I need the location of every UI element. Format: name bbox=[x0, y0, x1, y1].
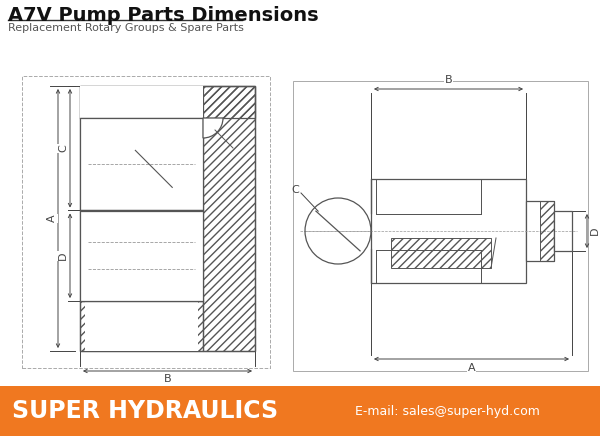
Bar bbox=[22, 76, 270, 368]
Text: C: C bbox=[58, 144, 68, 152]
Text: D: D bbox=[590, 227, 600, 235]
Bar bbox=[80, 211, 203, 301]
Bar bbox=[85, 301, 198, 351]
Text: C: C bbox=[291, 185, 299, 195]
Bar bbox=[203, 86, 255, 351]
Text: A: A bbox=[47, 215, 57, 222]
Text: A7V Pump Parts Dimensions: A7V Pump Parts Dimensions bbox=[8, 6, 319, 25]
Bar bbox=[293, 81, 588, 371]
Wedge shape bbox=[203, 118, 223, 138]
Bar bbox=[80, 86, 203, 118]
Text: D: D bbox=[58, 252, 68, 260]
Text: E-mail: sales@super-hyd.com: E-mail: sales@super-hyd.com bbox=[355, 405, 540, 418]
Text: SUPER HYDRAULICS: SUPER HYDRAULICS bbox=[12, 399, 278, 423]
Bar bbox=[526, 201, 554, 261]
Text: A: A bbox=[467, 363, 475, 373]
Bar bbox=[80, 301, 203, 351]
Bar bbox=[391, 238, 491, 268]
Bar bbox=[371, 179, 526, 283]
Bar bbox=[540, 201, 554, 261]
Bar bbox=[0, 386, 600, 436]
Bar bbox=[80, 118, 203, 211]
Bar bbox=[80, 86, 255, 118]
Text: B: B bbox=[445, 75, 452, 85]
Text: Replacement Rotary Groups & Spare Parts: Replacement Rotary Groups & Spare Parts bbox=[8, 23, 244, 33]
Text: B: B bbox=[164, 374, 172, 384]
Bar bbox=[554, 211, 572, 251]
Bar bbox=[80, 86, 255, 351]
